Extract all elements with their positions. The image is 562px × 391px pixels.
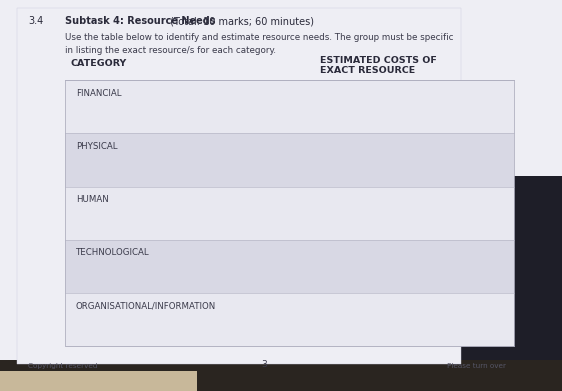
FancyBboxPatch shape (65, 240, 514, 293)
Text: 3: 3 (261, 361, 267, 369)
Text: ORGANISATIONAL/INFORMATION: ORGANISATIONAL/INFORMATION (76, 301, 216, 310)
Text: FINANCIAL: FINANCIAL (76, 89, 121, 98)
Text: in listing the exact resource/s for each category.: in listing the exact resource/s for each… (65, 46, 275, 55)
FancyBboxPatch shape (65, 80, 514, 133)
Text: PHYSICAL: PHYSICAL (76, 142, 117, 151)
FancyBboxPatch shape (65, 133, 514, 187)
Text: TECHNOLOGICAL: TECHNOLOGICAL (76, 248, 149, 257)
Text: ESTIMATED COSTS OF: ESTIMATED COSTS OF (320, 56, 437, 65)
Text: 3.4: 3.4 (28, 16, 43, 27)
Text: Use the table below to identify and estimate resource needs. The group must be s: Use the table below to identify and esti… (65, 33, 453, 42)
Text: CATEGORY: CATEGORY (70, 59, 126, 68)
Text: Please turn over: Please turn over (447, 364, 506, 369)
Text: (Total: 10 marks; 60 minutes): (Total: 10 marks; 60 minutes) (167, 16, 314, 27)
Text: EXACT RESOURCE: EXACT RESOURCE (320, 66, 415, 75)
FancyBboxPatch shape (65, 293, 514, 346)
FancyBboxPatch shape (17, 8, 461, 364)
Text: Copyright reserved: Copyright reserved (28, 364, 98, 369)
FancyBboxPatch shape (0, 360, 562, 391)
FancyBboxPatch shape (65, 187, 514, 240)
Text: HUMAN: HUMAN (76, 195, 108, 204)
FancyBboxPatch shape (438, 176, 562, 391)
FancyBboxPatch shape (0, 371, 197, 391)
Text: Subtask 4: Resource Needs: Subtask 4: Resource Needs (65, 16, 215, 27)
